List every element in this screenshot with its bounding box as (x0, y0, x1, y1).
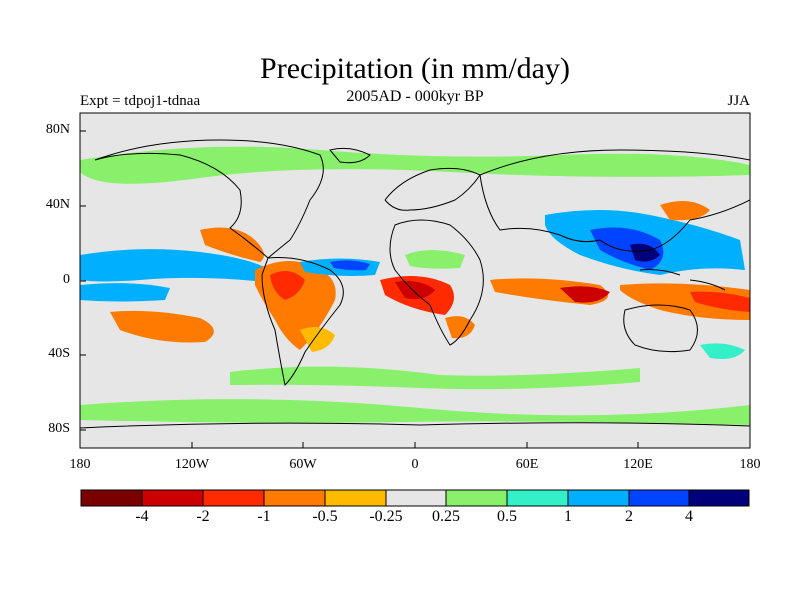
colorbar-box (688, 489, 750, 507)
west-pacific-red (690, 291, 750, 312)
colorbar-box (263, 489, 326, 507)
tasman-cyan (700, 343, 745, 359)
y-tick-label: 40S (48, 346, 70, 361)
south-pacific-orange (110, 310, 214, 343)
southern-midlat-band (230, 366, 640, 390)
y-tick-label: 80N (45, 122, 70, 137)
experiment-label: Expt = tdpoj1-tdnaa (80, 93, 201, 109)
colorbar-box (628, 489, 690, 507)
east-asia-orange (660, 201, 710, 221)
map-subtitle: 2005AD - 000kyr BP (346, 88, 484, 105)
atlantic-itcz-core (330, 260, 370, 271)
europe-coast (384, 167, 481, 211)
greenland-coast (329, 147, 371, 164)
colorbar-label: 0.25 (432, 508, 460, 525)
south-america-coast (261, 257, 344, 387)
africa-coast (389, 219, 484, 346)
x-tick-label: 60E (515, 457, 539, 472)
x-tick-label: 120W (174, 457, 210, 472)
southern-africa-orange (445, 316, 475, 339)
axis-ticks (79, 130, 751, 448)
x-tick-label: 180 (739, 457, 761, 472)
central-pacific-blue (80, 283, 170, 302)
colorbar-label: -0.5 (312, 508, 338, 525)
indian-ocean-red (560, 286, 610, 303)
colorbar-label: -4 (135, 508, 149, 525)
colorbar-label: 0.5 (497, 508, 517, 525)
x-tick-label: 180 (69, 457, 91, 472)
colorbar-label: 4 (685, 508, 693, 525)
central-america-orange (200, 227, 264, 262)
y-tick-label: 40N (45, 197, 70, 212)
map-title: Precipitation (in mm/day) (260, 52, 570, 85)
coastlines (80, 139, 750, 429)
colorbar-box (567, 489, 630, 507)
y-tick-label: 80S (48, 421, 70, 436)
north-america-coast (94, 139, 324, 259)
season-label: JJA (727, 93, 750, 109)
colorbar-label: 2 (625, 508, 633, 525)
asia-coast (479, 149, 750, 252)
colorbar-label: -0.25 (369, 508, 403, 525)
east-pacific-blue (80, 249, 270, 282)
monsoon-darkest (630, 243, 660, 262)
precip-field (80, 113, 750, 448)
colorbar-label: 1 (564, 508, 572, 525)
x-tick-label: 0 (411, 457, 419, 472)
maritime-islands (639, 269, 726, 291)
colorbar (80, 489, 750, 507)
sahel-green (405, 250, 465, 269)
colorbar-box (506, 489, 569, 507)
australia-coast (623, 304, 698, 353)
x-tick-label: 120E (623, 457, 653, 472)
colorbar-box (445, 489, 508, 507)
africa-darkred (395, 281, 435, 299)
y-tick-label: 0 (63, 272, 70, 287)
colorbar-box (202, 489, 265, 507)
amazon-red (270, 271, 305, 300)
colorbar-box (80, 489, 143, 507)
antarctica-coast (80, 422, 750, 429)
colorbar-box (324, 489, 387, 507)
colorbar-box (385, 489, 447, 507)
southern-band (80, 399, 750, 425)
colorbar-label: -1 (257, 508, 271, 525)
colorbar-label: -2 (196, 508, 210, 525)
northern-band (80, 146, 750, 184)
colorbar-box (141, 489, 204, 507)
x-tick-label: 60W (289, 457, 317, 472)
